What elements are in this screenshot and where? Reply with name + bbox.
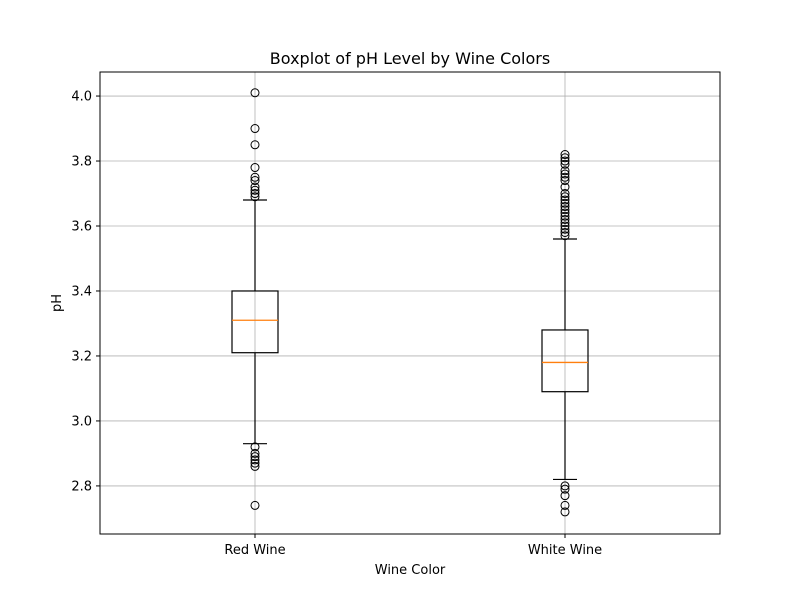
outlier-point [250,448,260,458]
y-tick-label: 3.0 [71,414,92,429]
box-iqr [231,290,279,354]
outlier-point [250,500,260,510]
boxes [231,88,589,517]
outlier-point [250,458,260,468]
box-group [541,150,589,517]
outlier-point [560,211,570,221]
outlier-point [560,507,570,517]
outlier-point [560,150,570,160]
outlier-point [560,481,570,491]
y-tick-label: 3.8 [71,155,92,170]
outlier-point [560,195,570,205]
x-axis-label: Wine Color [375,563,446,578]
plot-area-frame [99,71,721,535]
outlier-point [560,484,570,494]
outlier-point [560,169,570,179]
outlier-point [250,172,260,182]
outlier-point [250,124,260,134]
box-group [231,88,279,510]
outlier-point [560,192,570,202]
y-axis: 2.8 3.0 3.2 3.4 3.6 3.8 4.0 [71,90,100,494]
outlier-point [560,198,570,208]
outlier-point [250,185,260,195]
y-tick-label: 3.2 [71,349,92,364]
outlier-point [560,491,570,501]
y-tick-label: 2.8 [71,479,92,494]
outlier-point [250,182,260,192]
outlier-point [560,208,570,218]
grid [100,72,720,534]
outlier-point [560,166,570,176]
outlier-point [560,182,570,192]
y-tick-label: 4.0 [71,90,92,105]
outlier-point [560,202,570,212]
x-tick-label: Red Wine [224,543,285,558]
outlier-point [250,140,260,150]
outlier-point [250,461,260,471]
outlier-point [560,156,570,166]
outlier-point [250,88,260,98]
outlier-point [560,159,570,169]
x-tick-label: White Wine [528,543,602,558]
outlier-point [250,442,260,452]
outlier-point [250,452,260,462]
y-tick-label: 3.6 [71,220,92,235]
outlier-point [250,176,260,186]
outlier-point [560,227,570,237]
outlier-point [250,163,260,173]
outlier-point [560,221,570,231]
outlier-point [560,224,570,234]
outlier-point [560,231,570,241]
outlier-point [560,153,570,163]
outlier-point [560,176,570,186]
outlier-point [560,189,570,199]
outlier-point [560,500,570,510]
box-iqr [541,329,589,393]
outlier-point [560,172,570,182]
x-axis: Red Wine White Wine [224,534,602,558]
outlier-point [250,455,260,465]
outlier-point [560,215,570,225]
y-tick-label: 3.4 [71,284,92,299]
chart-title: Boxplot of pH Level by Wine Colors [270,49,550,68]
outlier-point [250,192,260,202]
outlier-point [560,205,570,215]
outlier-point [250,189,260,199]
y-axis-label: pH [50,294,65,312]
outlier-point [560,218,570,228]
